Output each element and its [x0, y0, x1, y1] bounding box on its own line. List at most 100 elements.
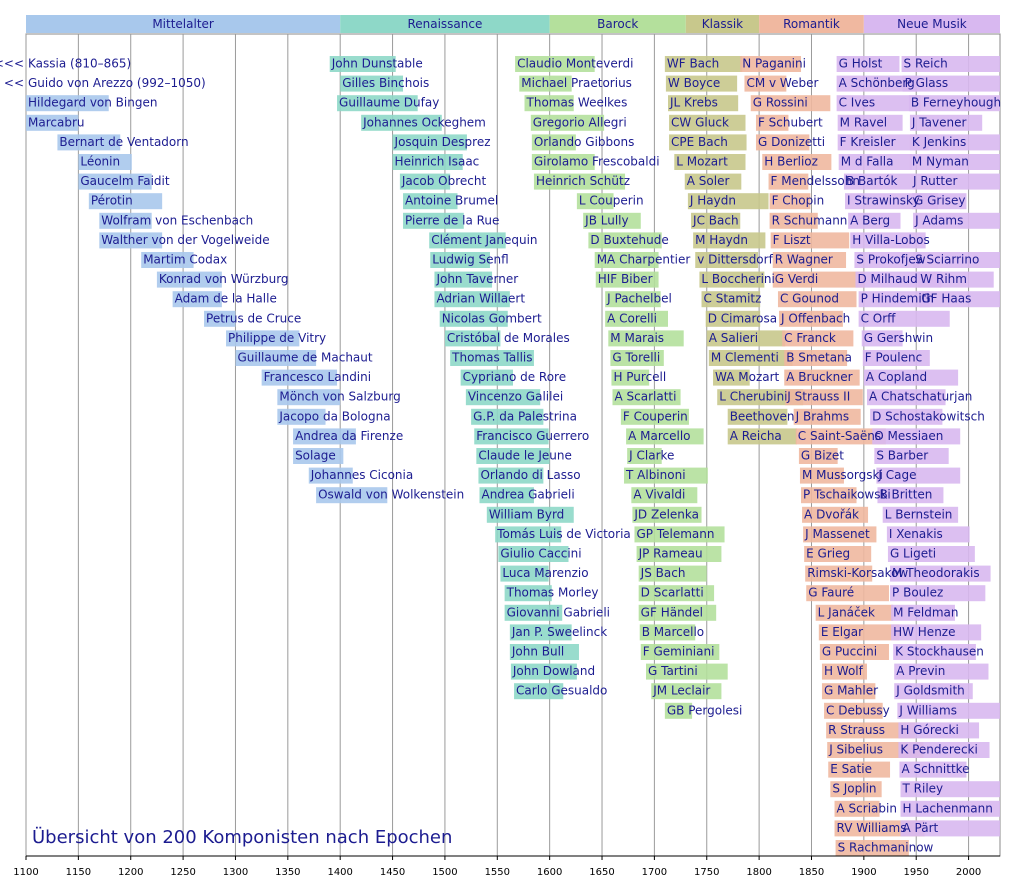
composer-name: CPE Bach	[671, 135, 728, 149]
life-bar	[705, 310, 761, 327]
life-bar	[912, 193, 967, 210]
life-bar	[877, 487, 944, 504]
life-bar	[509, 644, 579, 660]
life-bar	[691, 212, 741, 229]
composer-name: A Dvořák	[804, 507, 859, 521]
x-tick-label: 1450	[380, 867, 405, 878]
composer-name: J Rutter	[912, 174, 958, 188]
x-tick-label: 1100	[13, 867, 38, 878]
composer-name: G Puccini	[822, 645, 877, 659]
composer-name: Guillaume Dufay	[339, 96, 439, 110]
life-bar	[902, 75, 1000, 92]
epoch-band	[759, 15, 864, 33]
life-bar	[886, 526, 970, 543]
life-bar	[450, 350, 534, 366]
composer-name: G Fauré	[808, 586, 854, 600]
composer-name: G Ligeti	[890, 547, 936, 561]
composer-name: Solage	[295, 449, 336, 463]
composer-name: Carlo Gesualdo	[516, 684, 607, 698]
x-tick-label: 1350	[275, 867, 300, 878]
life-bar	[515, 56, 595, 72]
labels: Kassia (810–865) <<< John Dunstable Claudio…	[0, 57, 1001, 855]
life-bar	[504, 604, 563, 621]
life-bar	[826, 722, 916, 739]
life-bar	[769, 212, 818, 229]
composer-name: HW Henze	[893, 625, 955, 639]
composer-name: Jacopo da Bologna	[278, 409, 390, 423]
composer-name: L Couperin	[579, 194, 644, 208]
composer-name: F Liszt	[773, 233, 811, 247]
life-bar	[838, 154, 913, 170]
composer-name: G Rossini	[753, 96, 808, 110]
composer-name: M Clementi	[711, 351, 779, 365]
composer-name: L Boccherini	[701, 272, 774, 286]
composer-name: RV Williams	[837, 821, 907, 835]
life-bar	[669, 134, 747, 151]
plot-area	[25, 33, 1001, 857]
composer-name: A Previn	[896, 664, 945, 678]
life-bar	[876, 467, 961, 484]
composer-name: Giovanni Gabrieli	[507, 605, 610, 619]
life-bar	[664, 56, 743, 72]
composer-name: Claudio Monteverdi	[517, 57, 633, 71]
bars	[26, 56, 1000, 856]
epoch-label: Mittelalter	[152, 17, 214, 31]
x-tick-label: 1750	[694, 867, 719, 878]
life-bar	[798, 448, 838, 464]
life-bar	[762, 154, 832, 170]
life-bar	[848, 212, 901, 229]
composer-name: John Taverner	[435, 272, 518, 286]
composer-name: D Cimarosa	[708, 311, 777, 325]
composer-name: F Schubert	[758, 115, 823, 129]
composer-name: P Boulez	[892, 586, 943, 600]
composer-name: Clément Janequin	[431, 233, 537, 247]
composer-name: Jacob Obrecht	[401, 174, 487, 188]
composer-name: A Vivaldi	[633, 488, 685, 502]
composer-name: A Salieri	[709, 331, 758, 345]
life-bar	[471, 408, 544, 425]
life-bar	[594, 252, 659, 268]
composer-name: Girolamo Frescobaldi	[534, 155, 660, 169]
composer-name: CW Gluck	[671, 115, 729, 129]
life-bar	[638, 565, 707, 582]
off-scale-marker: <<<	[0, 57, 24, 71]
life-bar	[439, 310, 508, 327]
composer-name: Heinrich Schütz	[536, 174, 630, 188]
composer-name: M Marais	[610, 331, 664, 345]
life-bar	[429, 232, 506, 249]
life-bar	[893, 644, 976, 660]
composer-name: Andrea Gabrieli	[481, 488, 574, 502]
life-bar	[524, 95, 574, 112]
epoch-label: Barock	[597, 17, 638, 31]
composer-name: JS Bach	[640, 566, 686, 580]
life-bar	[854, 252, 920, 268]
epoch-label: Renaissance	[407, 17, 482, 31]
life-bar	[882, 506, 959, 523]
life-bar	[636, 546, 722, 562]
life-bar	[900, 781, 1000, 798]
life-bar	[156, 271, 222, 288]
life-bar	[430, 252, 490, 268]
life-bar	[898, 722, 980, 739]
composer-name: Beethoven	[730, 409, 795, 423]
epoch-band	[26, 15, 341, 33]
life-bar	[403, 212, 464, 229]
life-bar	[530, 114, 605, 131]
x-tick-label: 1600	[537, 867, 562, 878]
life-bar	[815, 604, 894, 621]
composer-name: A Reicha	[730, 429, 782, 443]
composer-name: C Ives	[839, 96, 875, 110]
life-bar	[495, 526, 562, 543]
life-bar	[870, 408, 943, 425]
composer-name: John Dunstable	[331, 57, 423, 71]
life-bar	[476, 448, 550, 464]
composer-name: Josquin Desprez	[394, 135, 491, 149]
life-bar	[612, 389, 681, 406]
life-bar	[819, 644, 889, 660]
life-bar	[891, 604, 955, 621]
life-bar	[392, 134, 467, 151]
composer-name: Cypriano de Rore	[463, 370, 567, 384]
x-tick-label: 1300	[223, 867, 248, 878]
composer-name: G Holst	[839, 57, 883, 71]
life-bar	[608, 330, 684, 347]
